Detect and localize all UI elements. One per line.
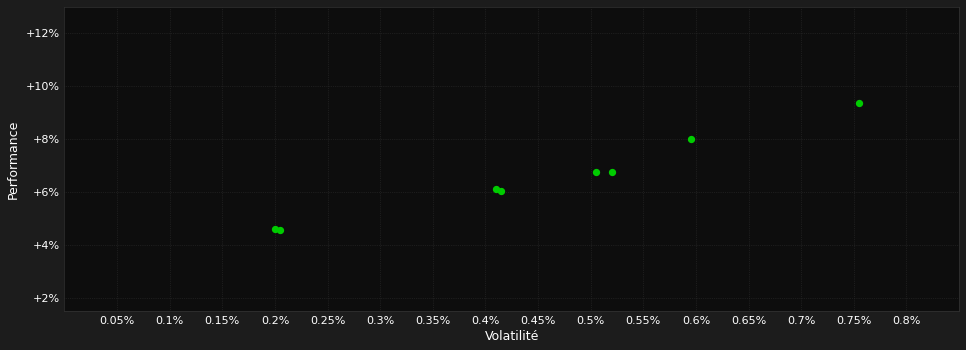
Point — [588, 169, 604, 175]
Point — [604, 169, 619, 175]
Point — [268, 226, 283, 232]
Point — [851, 101, 867, 106]
Point — [488, 187, 503, 192]
Point — [494, 188, 509, 194]
Y-axis label: Performance: Performance — [7, 119, 20, 199]
X-axis label: Volatilité: Volatilité — [485, 330, 539, 343]
Point — [683, 136, 698, 142]
Point — [272, 228, 288, 233]
